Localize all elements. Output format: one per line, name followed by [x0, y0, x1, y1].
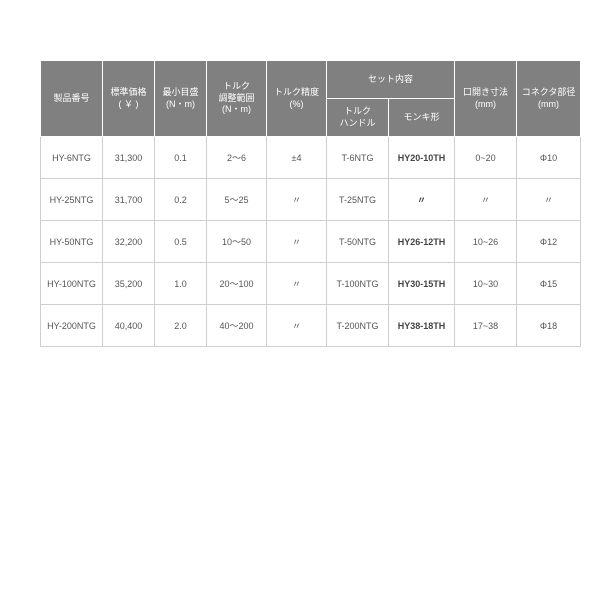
cell-connector: Φ15 — [517, 263, 581, 305]
col-connector: コネクタ部径(mm) — [517, 61, 581, 137]
cell-price: 32,200 — [103, 221, 155, 263]
col-sub-handle: トルクハンドル — [327, 99, 389, 137]
table-header: 製品番号 標準価格( ￥ ) 最小目盛(N・m) トルク調整範囲(N・m) トル… — [41, 61, 581, 137]
cell-opening: 〃 — [455, 179, 517, 221]
cell-price: 35,200 — [103, 263, 155, 305]
cell-min-grad: 1.0 — [155, 263, 207, 305]
cell-monkey: HY38-18TH — [389, 305, 455, 347]
cell-opening: 17~38 — [455, 305, 517, 347]
cell-price: 40,400 — [103, 305, 155, 347]
table-row: HY-25NTG 31,700 0.2 5～25 〃 T-25NTG 〃 〃 〃 — [41, 179, 581, 221]
cell-handle: T-100NTG — [327, 263, 389, 305]
cell-monkey: HY26-12TH — [389, 221, 455, 263]
cell-accuracy: 〃 — [267, 263, 327, 305]
table-row: HY-50NTG 32,200 0.5 10～50 〃 T-50NTG HY26… — [41, 221, 581, 263]
cell-torque-range: 20～100 — [207, 263, 267, 305]
cell-monkey: HY20-10TH — [389, 137, 455, 179]
col-set-contents: セット内容 — [327, 61, 455, 99]
cell-min-grad: 2.0 — [155, 305, 207, 347]
col-sub-monkey: モンキ形 — [389, 99, 455, 137]
cell-min-grad: 0.2 — [155, 179, 207, 221]
col-torque-range: トルク調整範囲(N・m) — [207, 61, 267, 137]
table-row: HY-100NTG 35,200 1.0 20～100 〃 T-100NTG H… — [41, 263, 581, 305]
cell-product-no: HY-50NTG — [41, 221, 103, 263]
cell-opening: 10~30 — [455, 263, 517, 305]
cell-monkey: HY30-15TH — [389, 263, 455, 305]
cell-accuracy: 〃 — [267, 179, 327, 221]
table-row: HY-6NTG 31,300 0.1 2～6 ±4 T-6NTG HY20-10… — [41, 137, 581, 179]
col-price: 標準価格( ￥ ) — [103, 61, 155, 137]
cell-torque-range: 2～6 — [207, 137, 267, 179]
cell-torque-range: 5～25 — [207, 179, 267, 221]
table-body: HY-6NTG 31,300 0.1 2～6 ±4 T-6NTG HY20-10… — [41, 137, 581, 347]
table-row: HY-200NTG 40,400 2.0 40～200 〃 T-200NTG H… — [41, 305, 581, 347]
cell-product-no: HY-6NTG — [41, 137, 103, 179]
cell-opening: 0~20 — [455, 137, 517, 179]
cell-connector: Φ18 — [517, 305, 581, 347]
cell-product-no: HY-200NTG — [41, 305, 103, 347]
col-product-no: 製品番号 — [41, 61, 103, 137]
cell-connector: Φ10 — [517, 137, 581, 179]
cell-handle: T-6NTG — [327, 137, 389, 179]
cell-handle: T-200NTG — [327, 305, 389, 347]
page-container: 製品番号 標準価格( ￥ ) 最小目盛(N・m) トルク調整範囲(N・m) トル… — [0, 0, 600, 367]
cell-accuracy: ±4 — [267, 137, 327, 179]
cell-min-grad: 0.5 — [155, 221, 207, 263]
cell-product-no: HY-100NTG — [41, 263, 103, 305]
cell-connector: 〃 — [517, 179, 581, 221]
cell-price: 31,300 — [103, 137, 155, 179]
cell-opening: 10~26 — [455, 221, 517, 263]
col-accuracy: トルク精度(%) — [267, 61, 327, 137]
cell-product-no: HY-25NTG — [41, 179, 103, 221]
cell-torque-range: 10～50 — [207, 221, 267, 263]
col-opening: 口開き寸法(mm) — [455, 61, 517, 137]
cell-torque-range: 40～200 — [207, 305, 267, 347]
cell-monkey: 〃 — [389, 179, 455, 221]
cell-handle: T-25NTG — [327, 179, 389, 221]
cell-min-grad: 0.1 — [155, 137, 207, 179]
spec-table: 製品番号 標準価格( ￥ ) 最小目盛(N・m) トルク調整範囲(N・m) トル… — [40, 60, 581, 347]
cell-price: 31,700 — [103, 179, 155, 221]
cell-connector: Φ12 — [517, 221, 581, 263]
cell-handle: T-50NTG — [327, 221, 389, 263]
col-min-grad: 最小目盛(N・m) — [155, 61, 207, 137]
cell-accuracy: 〃 — [267, 221, 327, 263]
cell-accuracy: 〃 — [267, 305, 327, 347]
